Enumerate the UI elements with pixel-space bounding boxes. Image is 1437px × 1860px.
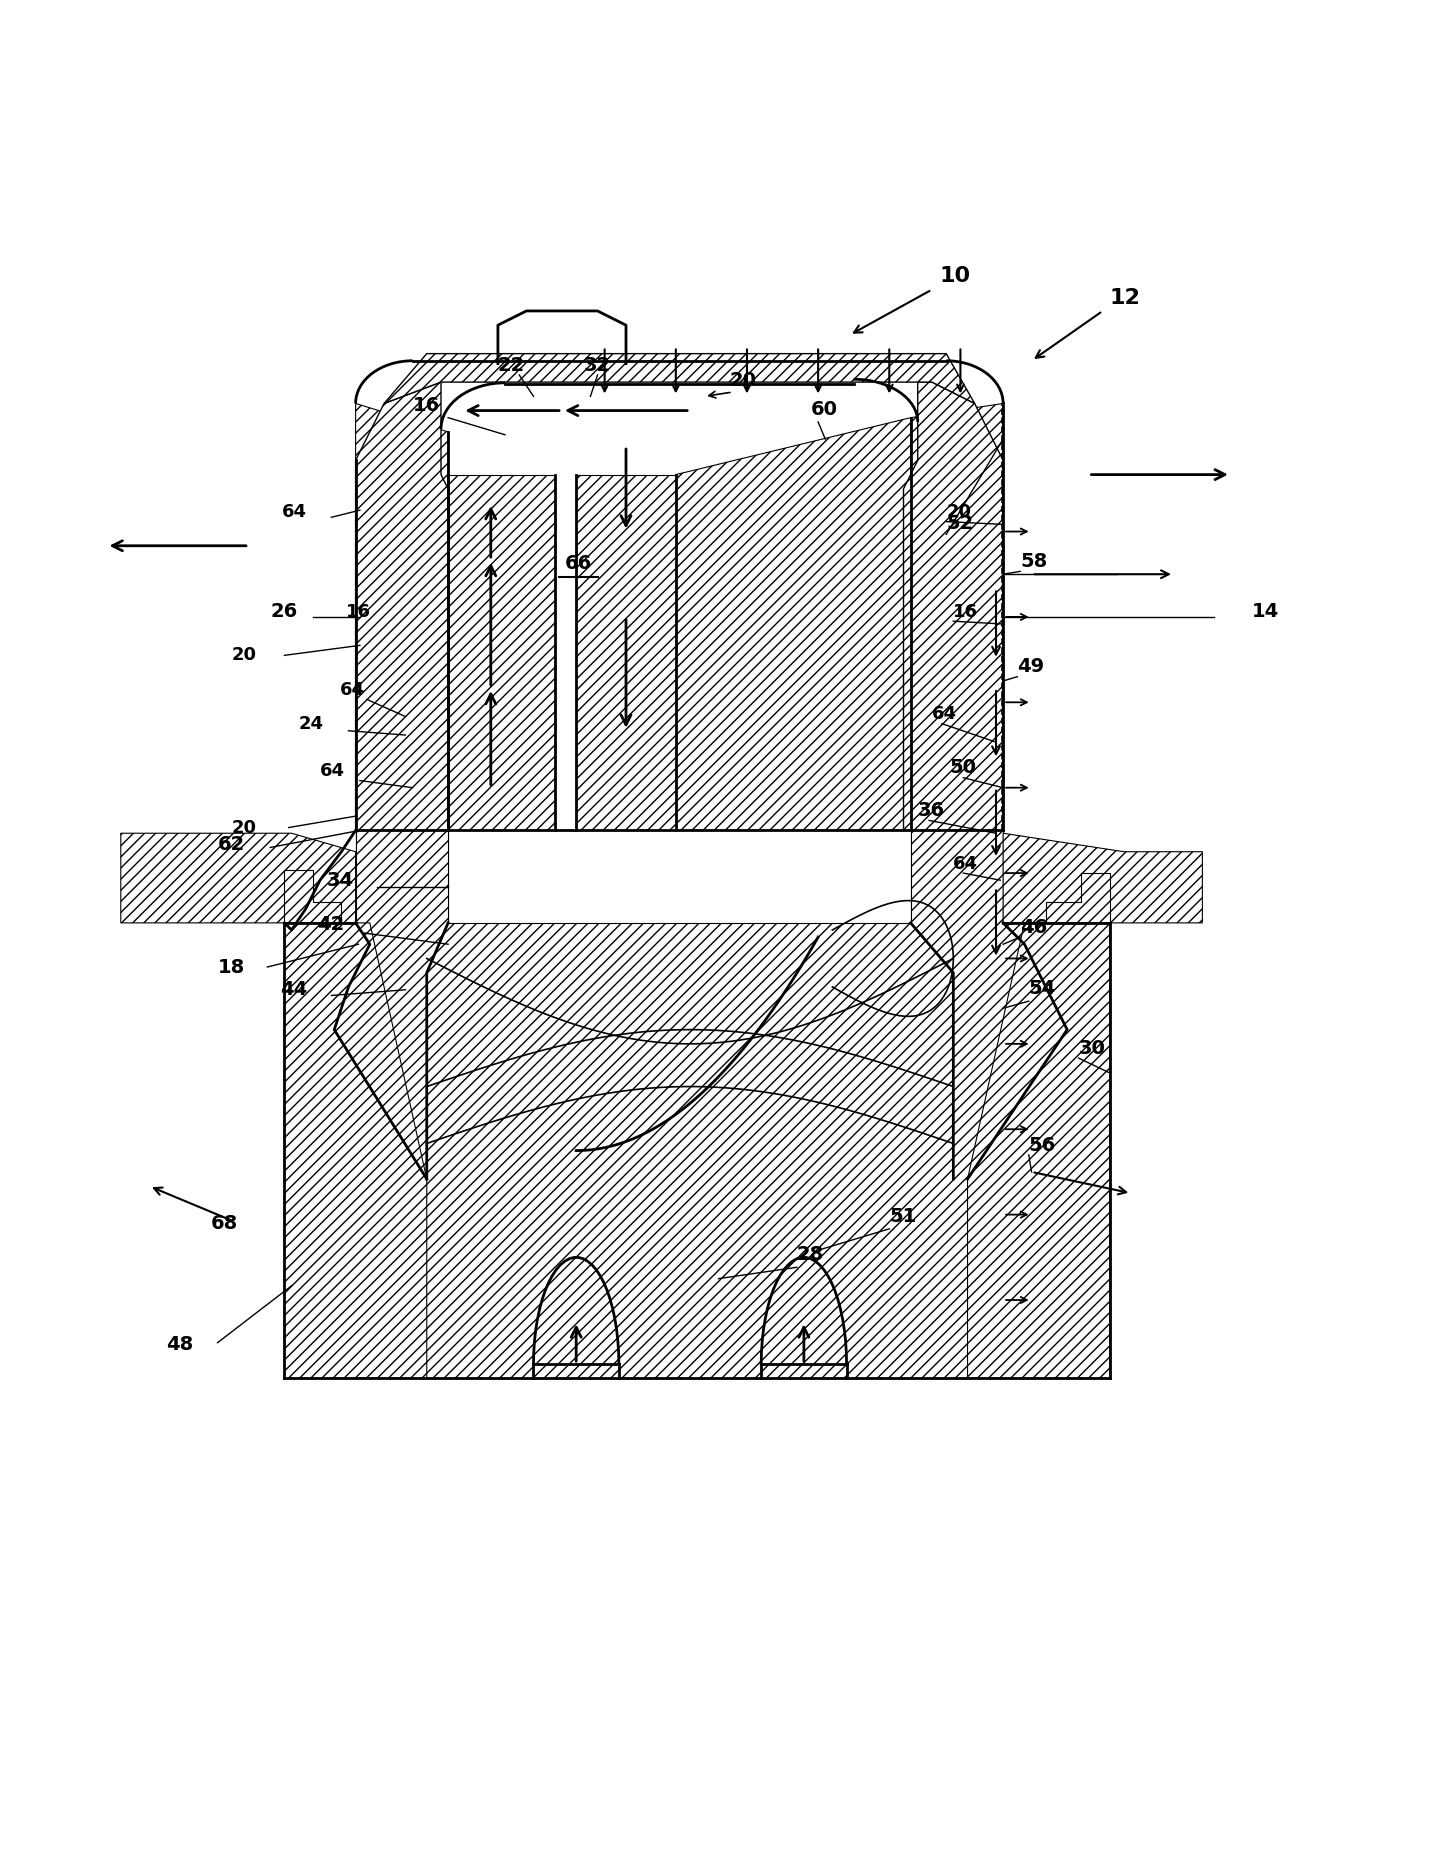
Text: 64: 64 xyxy=(953,856,979,872)
Polygon shape xyxy=(675,418,911,830)
Polygon shape xyxy=(355,830,448,923)
Text: 32: 32 xyxy=(583,355,611,374)
Polygon shape xyxy=(911,404,1003,830)
Text: 30: 30 xyxy=(1079,1040,1105,1058)
Polygon shape xyxy=(1003,833,1203,923)
Text: 58: 58 xyxy=(1020,552,1048,571)
Text: 22: 22 xyxy=(497,355,525,374)
Text: 20: 20 xyxy=(231,645,257,664)
Text: 52: 52 xyxy=(946,513,973,532)
Text: 20: 20 xyxy=(946,504,971,521)
Polygon shape xyxy=(355,404,448,830)
Text: 16: 16 xyxy=(953,603,979,621)
Text: 26: 26 xyxy=(270,603,297,621)
Text: 24: 24 xyxy=(299,716,323,733)
Text: 54: 54 xyxy=(1029,978,1056,999)
Text: 10: 10 xyxy=(940,266,970,286)
Text: 56: 56 xyxy=(1029,1136,1056,1155)
Text: 28: 28 xyxy=(796,1244,823,1265)
Text: 20: 20 xyxy=(730,372,757,391)
Text: 48: 48 xyxy=(167,1335,194,1354)
Text: 16: 16 xyxy=(346,603,371,621)
Text: 66: 66 xyxy=(565,554,592,573)
Text: 14: 14 xyxy=(1252,603,1279,621)
Text: 64: 64 xyxy=(933,705,957,724)
Polygon shape xyxy=(576,474,675,830)
Text: 16: 16 xyxy=(412,396,440,415)
Polygon shape xyxy=(121,833,355,923)
Text: 50: 50 xyxy=(948,759,976,777)
Text: 36: 36 xyxy=(918,802,946,820)
Text: 64: 64 xyxy=(341,681,365,699)
Text: 34: 34 xyxy=(328,870,355,889)
Text: 64: 64 xyxy=(282,504,306,521)
Text: 44: 44 xyxy=(280,980,308,999)
Text: 51: 51 xyxy=(890,1207,917,1226)
Polygon shape xyxy=(911,830,1003,923)
Text: 64: 64 xyxy=(320,763,345,781)
Text: 62: 62 xyxy=(217,835,244,854)
Text: 60: 60 xyxy=(810,400,838,418)
Text: 68: 68 xyxy=(210,1215,237,1233)
Text: 18: 18 xyxy=(217,958,244,976)
Polygon shape xyxy=(448,474,555,830)
Text: 12: 12 xyxy=(1109,288,1141,309)
Polygon shape xyxy=(967,923,1109,1378)
Text: 49: 49 xyxy=(1017,657,1045,677)
Text: 20: 20 xyxy=(231,818,257,837)
Text: 42: 42 xyxy=(318,915,345,934)
Polygon shape xyxy=(285,870,342,923)
Text: 46: 46 xyxy=(1020,917,1048,937)
Polygon shape xyxy=(384,353,974,404)
Polygon shape xyxy=(904,381,1003,830)
Polygon shape xyxy=(1046,872,1109,923)
Polygon shape xyxy=(355,381,456,830)
Polygon shape xyxy=(285,923,427,1378)
Polygon shape xyxy=(285,830,1109,1378)
